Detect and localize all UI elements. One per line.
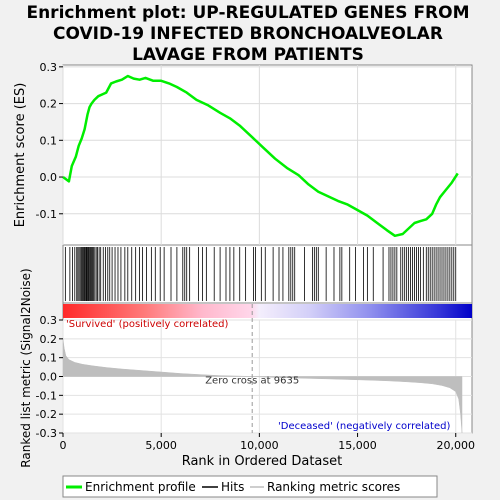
x-tick-label: 10,000 (240, 439, 279, 452)
negative-correlation-label: 'Deceased' (negatively correlated) (278, 421, 450, 432)
x-tick-label: 15,000 (338, 439, 377, 452)
ranking-y-tick-label: -0.2 (36, 408, 57, 421)
x-tick-label: 5,000 (145, 439, 177, 452)
legend: Enrichment profile Hits Ranking metric s… (62, 475, 438, 498)
ranking-metric-group (62, 338, 463, 434)
ranking-y-tick-label: 0.2 (40, 333, 58, 346)
positive-correlation-label: 'Survived' (positively correlated) (66, 319, 229, 330)
ranking-y-tick-label: -0.1 (36, 389, 57, 402)
ranking-y-tick-label: 0.1 (40, 352, 58, 365)
es-y-axis-label: Enrichment score (ES) (13, 83, 28, 228)
es-panel (62, 64, 473, 246)
ranking-y-axis-label: Ranked list metric (Signal2Noise) (19, 268, 33, 467)
es-gridlines (62, 65, 472, 245)
es-y-tick-label: -0.1 (36, 208, 57, 221)
x-tick-label: 0 (60, 439, 67, 452)
es-y-ticks: -0.1 0.0 0.1 0.2 0.3 (36, 61, 63, 221)
es-y-tick-label: 0.1 (40, 134, 58, 147)
title-line-1: Enrichment plot: UP-REGULATED GENES FROM (26, 3, 469, 23)
hits-panel (62, 244, 473, 304)
legend-label-ranking: Ranking metric scores (267, 480, 400, 494)
hits-group (64, 247, 457, 301)
es-y-tick-label: 0.0 (40, 171, 58, 184)
ranking-metric-area (62, 338, 463, 434)
legend-label-enrichment: Enrichment profile (85, 480, 196, 494)
ranking-y-ticks: -0.3 -0.2 -0.1 0.0 0.1 0.2 0.3 (36, 314, 63, 440)
x-tick-label: 20,000 (436, 439, 475, 452)
es-y-tick-label: 0.2 (40, 98, 58, 111)
title-line-3: LAVAGE FROM PATIENTS (132, 45, 364, 65)
es-y-tick-label: 0.3 (40, 61, 58, 74)
ranking-y-tick-label: 0.0 (40, 371, 58, 384)
es-line-group (62, 74, 459, 238)
x-ticks: 0 5,000 10,000 15,000 20,000 (60, 433, 475, 452)
title-line-2: COVID-19 INFECTED BRONCHOALVEOLAR (53, 24, 443, 44)
ranking-y-tick-label: 0.3 (40, 314, 58, 327)
enrichment-profile-line (62, 74, 459, 238)
ranking-y-tick-label: -0.3 (36, 427, 57, 440)
correlation-color-bar (63, 304, 472, 318)
zero-cross-label: Zero cross at 9635 (205, 376, 299, 387)
x-axis-label: Rank in Ordered Dataset (182, 454, 343, 469)
zero-cross-group: Zero cross at 9635 (205, 304, 299, 433)
legend-label-hits: Hits (221, 480, 244, 494)
ranking-panel (62, 302, 473, 434)
